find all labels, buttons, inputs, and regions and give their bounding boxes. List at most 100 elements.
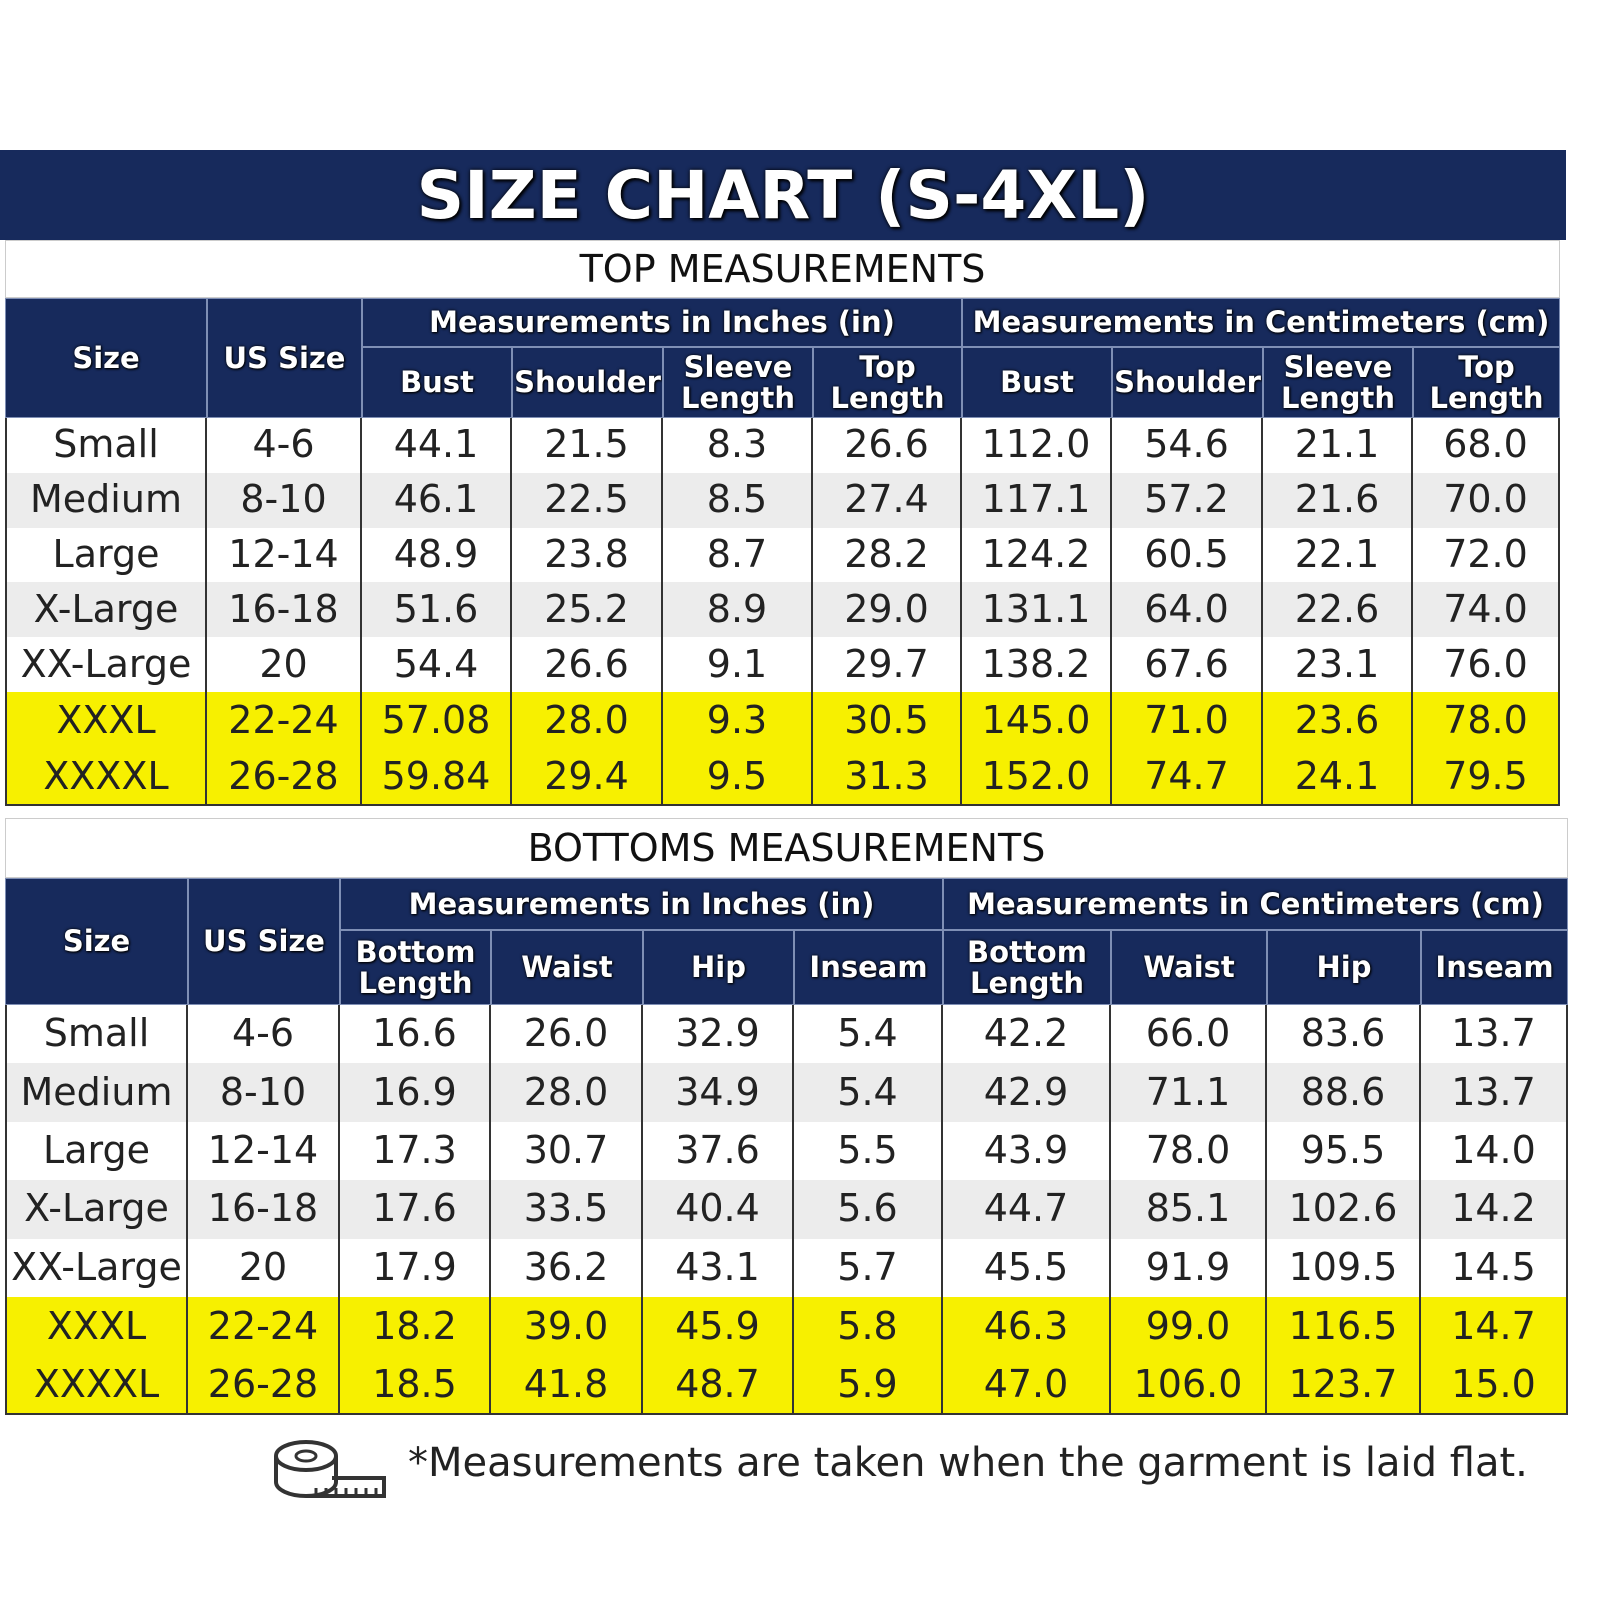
table-cell: 26.6: [813, 418, 962, 473]
table-cell: 8.5: [663, 472, 813, 528]
table-cell: 109.5: [1267, 1238, 1421, 1297]
table-cell: 5.4: [794, 1063, 943, 1122]
table-cell: 5.4: [794, 1005, 943, 1064]
table-cell: 74.7: [1112, 749, 1263, 806]
group-header: Measurements in Centimeters (cm): [962, 298, 1560, 347]
column-header: Bust: [362, 347, 512, 418]
table-cell: 29.0: [813, 582, 962, 638]
table-cell: 9.5: [663, 749, 813, 806]
table-cell: 60.5: [1112, 527, 1263, 583]
table-cell: 28.0: [512, 692, 663, 749]
table-cell: 45.9: [643, 1297, 794, 1356]
table-cell: 9.3: [663, 692, 813, 749]
table-cell: 31.3: [813, 749, 962, 806]
table-cell: 83.6: [1267, 1005, 1421, 1064]
size-cell: X-Large: [5, 582, 207, 638]
table-cell: 4-6: [207, 418, 362, 473]
table-cell: 70.0: [1413, 472, 1560, 528]
table-cell: 14.7: [1421, 1297, 1568, 1356]
table-cell: 54.4: [362, 637, 512, 692]
table-cell: 16.6: [340, 1005, 491, 1064]
table-cell: 29.7: [813, 637, 962, 692]
column-header: Hip: [1267, 930, 1421, 1005]
table-cell: 22.6: [1263, 582, 1413, 638]
table-cell: 57.2: [1112, 472, 1263, 528]
table-cell: 17.3: [340, 1121, 491, 1181]
table-cell: 22.1: [1263, 527, 1413, 583]
size-cell: XXXXL: [5, 1356, 188, 1415]
table-cell: 40.4: [643, 1180, 794, 1239]
table-cell: 124.2: [962, 527, 1112, 583]
table-cell: 76.0: [1413, 637, 1560, 692]
table-cell: 15.0: [1421, 1356, 1568, 1415]
table-cell: 68.0: [1413, 418, 1560, 473]
size-cell: Small: [5, 1005, 188, 1064]
size-cell: Medium: [5, 1063, 188, 1122]
table-cell: 71.1: [1111, 1063, 1267, 1122]
table-cell: 22.5: [512, 472, 663, 528]
table-cell: 26-28: [207, 749, 362, 806]
size-cell: X-Large: [5, 1180, 188, 1239]
table-cell: 41.8: [491, 1356, 643, 1415]
table-cell: 13.7: [1421, 1063, 1568, 1122]
table-cell: 131.1: [962, 582, 1112, 638]
table-cell: 26-28: [188, 1356, 340, 1415]
table-cell: 64.0: [1112, 582, 1263, 638]
table-cell: 79.5: [1413, 749, 1560, 806]
table-cell: 30.5: [813, 692, 962, 749]
table-cell: 44.7: [943, 1180, 1111, 1239]
table-cell: 14.2: [1421, 1180, 1568, 1239]
table-cell: 78.0: [1413, 692, 1560, 749]
table-cell: 21.5: [512, 418, 663, 473]
table-cell: 36.2: [491, 1238, 643, 1297]
column-header: US Size: [188, 878, 340, 1005]
table-cell: 85.1: [1111, 1180, 1267, 1239]
column-header: Top Length: [1413, 347, 1560, 418]
group-header: Measurements in Inches (in): [340, 878, 943, 930]
table-cell: 145.0: [962, 692, 1112, 749]
size-cell: Large: [5, 527, 207, 583]
table-cell: 112.0: [962, 418, 1112, 473]
size-cell: XX-Large: [5, 1238, 188, 1297]
table-cell: 34.9: [643, 1063, 794, 1122]
table-cell: 27.4: [813, 472, 962, 528]
table-cell: 8.9: [663, 582, 813, 638]
table-cell: 8.7: [663, 527, 813, 583]
table-cell: 5.8: [794, 1297, 943, 1356]
section-heading: TOP MEASUREMENTS: [5, 240, 1560, 298]
table-cell: 8-10: [188, 1063, 340, 1122]
size-cell: XX-Large: [5, 637, 207, 692]
table-cell: 152.0: [962, 749, 1112, 806]
table-cell: 48.7: [643, 1356, 794, 1415]
table-cell: 12-14: [188, 1121, 340, 1181]
table-cell: 17.6: [340, 1180, 491, 1239]
table-cell: 25.2: [512, 582, 663, 638]
table-cell: 51.6: [362, 582, 512, 638]
table-cell: 26.0: [491, 1005, 643, 1064]
table-cell: 47.0: [943, 1356, 1111, 1415]
table-cell: 59.84: [362, 749, 512, 806]
table-cell: 9.1: [663, 637, 813, 692]
size-cell: XXXL: [5, 692, 207, 749]
table-cell: 13.7: [1421, 1005, 1568, 1064]
table-cell: 8.3: [663, 418, 813, 473]
table-cell: 24.1: [1263, 749, 1413, 806]
table-cell: 71.0: [1112, 692, 1263, 749]
table-cell: 42.2: [943, 1005, 1111, 1064]
table-cell: 5.5: [794, 1121, 943, 1181]
table-cell: 67.6: [1112, 637, 1263, 692]
table-cell: 21.1: [1263, 418, 1413, 473]
table-cell: 16-18: [188, 1180, 340, 1239]
table-cell: 117.1: [962, 472, 1112, 528]
table-cell: 43.1: [643, 1238, 794, 1297]
table-cell: 33.5: [491, 1180, 643, 1239]
table-cell: 14.5: [1421, 1238, 1568, 1297]
tape-icon: [274, 1440, 386, 1498]
table-cell: 32.9: [643, 1005, 794, 1064]
table-cell: 95.5: [1267, 1121, 1421, 1181]
column-header: Hip: [643, 930, 794, 1005]
table-cell: 26.6: [512, 637, 663, 692]
table-cell: 23.8: [512, 527, 663, 583]
table-cell: 66.0: [1111, 1005, 1267, 1064]
